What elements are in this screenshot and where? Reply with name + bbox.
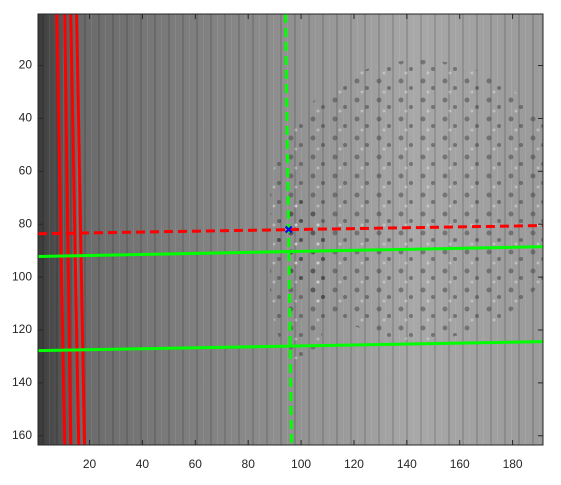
x-tick-label: 80: [242, 457, 256, 471]
line: [38, 245, 543, 258]
y-tick-label: 120: [12, 322, 32, 336]
y-tick-label: 60: [19, 164, 33, 178]
y-tick-label: 100: [12, 269, 32, 283]
line: [38, 340, 543, 353]
y-tick-label: 40: [19, 111, 33, 125]
x-tick-label: 100: [291, 457, 311, 471]
line: [55, 14, 67, 445]
x-tick-label: 20: [83, 457, 97, 471]
x-tick-label: 160: [450, 457, 470, 471]
y-tick-label: 80: [19, 216, 33, 230]
axes-box: [37, 13, 544, 446]
marker: [284, 225, 293, 234]
x-tick-label: 60: [189, 457, 203, 471]
x-tick-label: 140: [397, 457, 417, 471]
image: [38, 14, 543, 445]
overlay: [38, 14, 543, 445]
line: [75, 14, 87, 445]
line: [69, 14, 81, 445]
x-tick-label: 40: [136, 457, 150, 471]
y-tick-label: 160: [12, 428, 32, 442]
x-tick-label: 180: [503, 457, 523, 471]
x-tick-label: 120: [344, 457, 364, 471]
line: [38, 224, 543, 236]
y-tick-label: 140: [12, 375, 32, 389]
y-tick-label: 20: [19, 58, 33, 72]
line: [63, 14, 73, 445]
